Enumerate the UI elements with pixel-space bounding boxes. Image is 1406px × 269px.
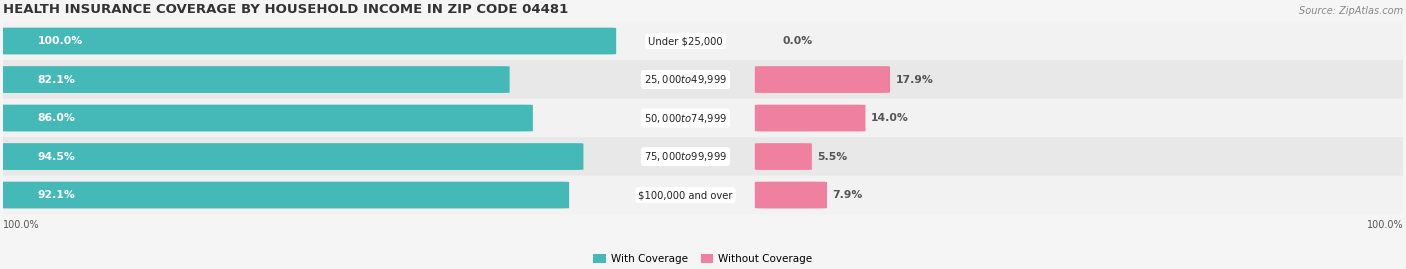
FancyBboxPatch shape [755,182,827,208]
FancyBboxPatch shape [0,28,616,54]
Text: 94.5%: 94.5% [38,151,76,162]
Text: 0.0%: 0.0% [783,36,813,46]
Text: 14.0%: 14.0% [872,113,908,123]
Text: $100,000 and over: $100,000 and over [638,190,733,200]
Text: 7.9%: 7.9% [832,190,863,200]
FancyBboxPatch shape [0,176,1406,214]
Text: 100.0%: 100.0% [38,36,83,46]
Text: 86.0%: 86.0% [38,113,76,123]
Text: $50,000 to $74,999: $50,000 to $74,999 [644,112,727,125]
FancyBboxPatch shape [0,99,1406,137]
Legend: With Coverage, Without Coverage: With Coverage, Without Coverage [589,250,817,268]
FancyBboxPatch shape [0,143,583,170]
Text: Source: ZipAtlas.com: Source: ZipAtlas.com [1299,6,1403,16]
Text: 100.0%: 100.0% [1367,220,1403,230]
FancyBboxPatch shape [755,143,811,170]
Text: 92.1%: 92.1% [38,190,76,200]
FancyBboxPatch shape [755,105,866,132]
Text: 17.9%: 17.9% [896,75,934,84]
Text: $75,000 to $99,999: $75,000 to $99,999 [644,150,727,163]
Text: 82.1%: 82.1% [38,75,76,84]
FancyBboxPatch shape [0,22,1406,61]
Text: 100.0%: 100.0% [3,220,39,230]
Text: Under $25,000: Under $25,000 [648,36,723,46]
Text: $25,000 to $49,999: $25,000 to $49,999 [644,73,727,86]
FancyBboxPatch shape [755,66,890,93]
FancyBboxPatch shape [0,105,533,132]
Text: 5.5%: 5.5% [817,151,848,162]
Text: HEALTH INSURANCE COVERAGE BY HOUSEHOLD INCOME IN ZIP CODE 04481: HEALTH INSURANCE COVERAGE BY HOUSEHOLD I… [3,3,568,16]
FancyBboxPatch shape [0,60,1406,99]
FancyBboxPatch shape [0,182,569,208]
FancyBboxPatch shape [0,137,1406,176]
FancyBboxPatch shape [0,66,509,93]
